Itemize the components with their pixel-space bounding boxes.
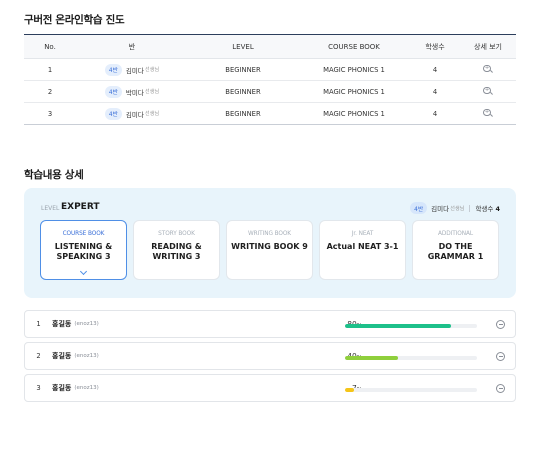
row-number: 2	[47, 87, 53, 96]
zoom-in-icon[interactable]: +	[483, 108, 493, 119]
course-book-cell: MAGIC PHONICS 1	[323, 87, 385, 96]
class-cell: 4반 박미다 선생님	[76, 85, 188, 98]
book-title: Actual NEAT 3-1	[326, 242, 399, 251]
student-id: (enoz13)	[74, 385, 99, 391]
progress-fill	[345, 355, 398, 360]
student-name: 홍길동	[52, 352, 72, 360]
class-badge: 4반	[104, 85, 122, 98]
teacher-suffix: 선생님	[144, 89, 160, 95]
teacher-name: 김미다	[125, 110, 144, 119]
table-header: No. 반 LEVEL COURSE BOOK 학생수 상세 보기	[24, 35, 516, 59]
book-category: ADDITIONAL	[438, 231, 473, 237]
teacher-name: 김미다	[431, 205, 450, 213]
detail-section-title: 학습내용 상세	[24, 169, 84, 181]
student-count: 학생수 4	[475, 205, 500, 213]
row-number: 3	[47, 109, 53, 118]
collapse-icon[interactable]	[496, 320, 505, 329]
table-row: 3 4반 김미다 선생님 BEGINNER MAGIC PHONICS 1 4 …	[24, 103, 516, 125]
student-name: 홍길동	[52, 320, 72, 328]
detail-cell: +	[460, 64, 516, 75]
table-row: 1 4반 김미다 선생님 BEGINNER MAGIC PHONICS 1 4 …	[24, 59, 516, 81]
zoom-in-icon[interactable]: +	[483, 64, 493, 75]
book-title: READING & WRITING 3	[151, 242, 202, 261]
detail-cell: +	[460, 108, 516, 119]
teacher-suffix: 선생님	[450, 205, 465, 212]
detail-cell: +	[460, 86, 516, 97]
book-title: LISTENING & SPEAKING 3	[54, 242, 113, 261]
student-name: 홍길동	[52, 384, 72, 392]
class-info: 4반 김미다 선생님 학생수 4	[410, 202, 500, 214]
progress-fill	[345, 323, 451, 328]
collapse-icon[interactable]	[496, 352, 505, 361]
progress-bar	[345, 355, 477, 360]
teacher-name: 김미다	[125, 66, 144, 75]
class-cell: 4반 김미다 선생님	[76, 63, 188, 76]
row-number: 1	[47, 65, 53, 74]
col-header-class: 반	[128, 42, 136, 51]
progress-fill	[345, 387, 355, 392]
book-tab-course-book[interactable]: COURSE BOOK LISTENING & SPEAKING 3	[40, 220, 127, 280]
chevron-down-icon	[79, 267, 88, 276]
book-category: COURSE BOOK	[62, 231, 105, 237]
col-header-detail: 상세 보기	[474, 42, 502, 51]
book-tab-story-book[interactable]: STORY BOOK READING & WRITING 3	[133, 220, 220, 280]
level-cell: BEGINNER	[225, 87, 261, 96]
student-id: (enoz13)	[74, 353, 99, 359]
level-label: LEVEL	[41, 205, 60, 212]
class-badge: 4반	[104, 63, 122, 76]
class-badge: 4반	[410, 202, 428, 214]
collapse-icon[interactable]	[496, 384, 505, 393]
book-tab-additional[interactable]: ADDITIONAL DO THE GRAMMAR 1	[412, 220, 499, 280]
course-book-cell: MAGIC PHONICS 1	[323, 109, 385, 118]
progress-table: No. 반 LEVEL COURSE BOOK 학생수 상세 보기 1 4반 김…	[24, 34, 516, 125]
divider	[469, 204, 471, 212]
book-title: WRITING BOOK 9	[231, 242, 308, 251]
class-cell: 4반 김미다 선생님	[76, 107, 188, 120]
progress-section-title: 구버전 온라인학습 진도	[24, 14, 125, 26]
book-tab-jr-neat[interactable]: Jr. NEAT Actual NEAT 3-1	[319, 220, 406, 280]
book-category: WRITING BOOK	[248, 231, 291, 237]
level-cell: BEGINNER	[225, 109, 261, 118]
student-number: 1	[36, 320, 41, 328]
level-value: EXPERT	[61, 202, 100, 212]
col-header-level: LEVEL	[232, 42, 254, 51]
book-category: STORY BOOK	[158, 231, 195, 237]
teacher-suffix: 선생님	[144, 67, 160, 73]
student-number: 3	[36, 384, 41, 392]
progress-bar	[345, 387, 477, 392]
book-tabs: COURSE BOOK LISTENING & SPEAKING 3 STORY…	[40, 220, 499, 280]
book-title: DO THE GRAMMAR 1	[427, 242, 484, 261]
student-count-cell: 4	[432, 109, 438, 118]
student-row: 1 홍길동 (enoz13) 80%	[24, 310, 516, 338]
zoom-in-icon[interactable]: +	[483, 86, 493, 97]
progress-bar	[345, 323, 477, 328]
student-row: 3 홍길동 (enoz13) 7%	[24, 374, 516, 402]
student-count-cell: 4	[432, 65, 438, 74]
teacher-name: 박미다	[125, 88, 144, 97]
course-book-cell: MAGIC PHONICS 1	[323, 65, 385, 74]
teacher-suffix: 선생님	[144, 111, 160, 117]
table-row: 2 4반 박미다 선생님 BEGINNER MAGIC PHONICS 1 4 …	[24, 81, 516, 103]
student-row: 2 홍길동 (enoz13) 40%	[24, 342, 516, 370]
col-header-course-book: COURSE BOOK	[328, 42, 380, 51]
class-badge: 4반	[104, 107, 122, 120]
level-detail-panel: LEVEL EXPERT 4반 김미다 선생님 학생수 4 COURSE BOO…	[24, 188, 516, 298]
student-count-cell: 4	[432, 87, 438, 96]
col-header-no: No.	[44, 42, 56, 51]
level-cell: BEGINNER	[225, 65, 261, 74]
col-header-students: 학생수	[425, 42, 445, 51]
student-id: (enoz13)	[74, 321, 99, 327]
book-category: Jr. NEAT	[351, 231, 374, 237]
book-tab-writing-book[interactable]: WRITING BOOK WRITING BOOK 9	[226, 220, 313, 280]
student-number: 2	[36, 352, 41, 360]
